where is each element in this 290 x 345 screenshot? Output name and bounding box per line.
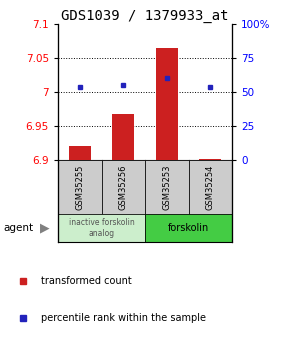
Bar: [145, 160, 188, 214]
Bar: [145, 214, 232, 242]
Text: percentile rank within the sample: percentile rank within the sample: [41, 313, 206, 323]
Bar: [58, 214, 145, 242]
Text: GDS1039 / 1379933_at: GDS1039 / 1379933_at: [61, 9, 229, 23]
Text: transformed count: transformed count: [41, 276, 131, 286]
Bar: [102, 160, 145, 214]
Text: GSM35255: GSM35255: [75, 165, 84, 210]
Bar: [200, 159, 221, 160]
Bar: [69, 146, 90, 160]
Bar: [58, 160, 102, 214]
Text: agent: agent: [3, 223, 33, 233]
Text: inactive forskolin
analog: inactive forskolin analog: [69, 218, 134, 238]
Bar: [113, 114, 134, 160]
Bar: [188, 160, 232, 214]
Text: ▶: ▶: [40, 221, 50, 234]
Text: forskolin: forskolin: [168, 223, 209, 233]
Bar: [156, 48, 177, 160]
Text: GSM35256: GSM35256: [119, 165, 128, 210]
Text: GSM35254: GSM35254: [206, 165, 215, 210]
Text: GSM35253: GSM35253: [162, 165, 171, 210]
